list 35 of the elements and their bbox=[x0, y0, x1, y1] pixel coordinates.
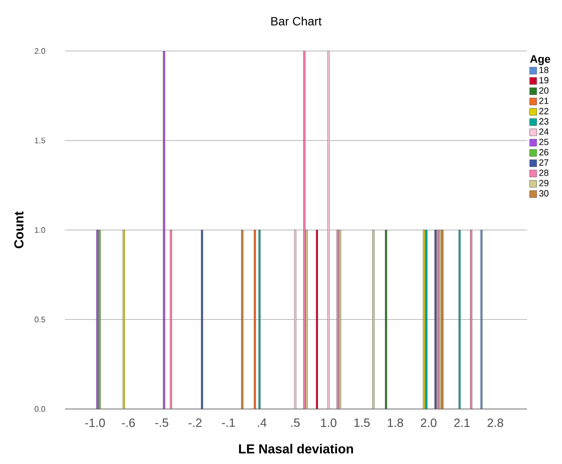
legend-label: 22 bbox=[539, 108, 548, 114]
chart-title: Bar Chart bbox=[271, 16, 322, 26]
legend-label: 21 bbox=[539, 98, 548, 104]
legend-label: 26 bbox=[539, 149, 548, 156]
y-axis-title: Count bbox=[14, 211, 24, 248]
legend-label: 23 bbox=[539, 118, 548, 125]
y-tick-label: 0.5 bbox=[34, 316, 46, 322]
legend-title: Age bbox=[530, 55, 550, 66]
legend-label: 27 bbox=[539, 159, 548, 166]
x-tick-label: -1.0 bbox=[85, 418, 105, 428]
y-tick-label: 0.0 bbox=[34, 406, 46, 412]
x-tick-label: -.6 bbox=[122, 418, 135, 428]
legend-label: 20 bbox=[539, 87, 548, 94]
y-tick-label: 1.0 bbox=[34, 227, 46, 233]
x-tick-label: .5 bbox=[291, 418, 300, 427]
x-tick-label: 1.0 bbox=[321, 418, 336, 428]
legend-label: 25 bbox=[539, 138, 548, 146]
x-tick-label: -.5 bbox=[155, 418, 168, 427]
legend-label: 19 bbox=[540, 77, 548, 84]
legend-label: 29 bbox=[539, 180, 548, 186]
legend-label: 28 bbox=[539, 170, 548, 176]
x-tick-label: 2.0 bbox=[420, 418, 436, 428]
x-axis-title: LE Nasal deviation bbox=[239, 444, 353, 454]
legend-label: 18 bbox=[540, 66, 548, 74]
y-tick-label: 2.0 bbox=[34, 48, 46, 54]
x-tick-label: -.2 bbox=[188, 418, 202, 427]
x-tick-label: 1.5 bbox=[354, 418, 370, 427]
legend-label: 30 bbox=[539, 190, 548, 197]
x-tick-label: .4 bbox=[258, 418, 266, 427]
x-tick-label: 2.8 bbox=[488, 418, 504, 428]
x-tick-label: 1.8 bbox=[388, 418, 404, 428]
legend-label: 24 bbox=[539, 128, 549, 135]
x-tick-label: 2.1 bbox=[454, 418, 470, 427]
x-tick-label: -.1 bbox=[222, 418, 235, 427]
y-tick-label: 1.5 bbox=[34, 138, 46, 144]
